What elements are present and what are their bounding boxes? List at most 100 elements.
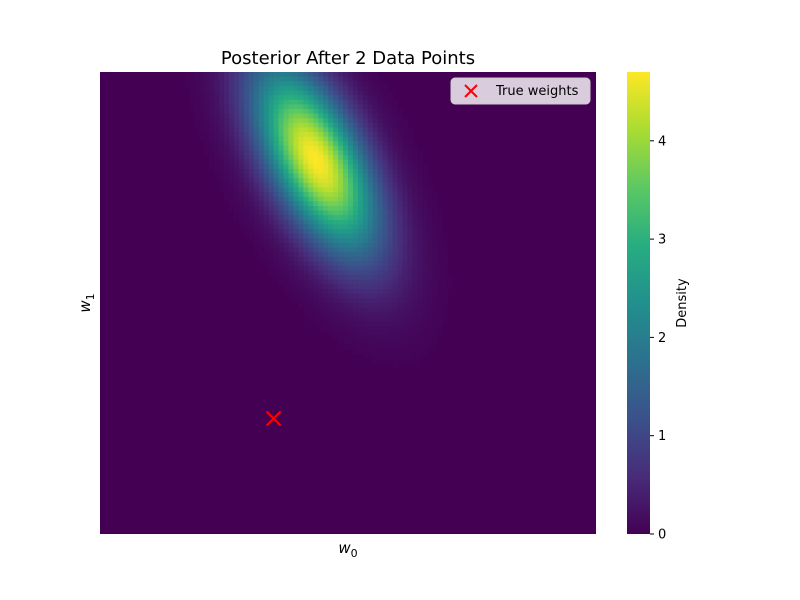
- heatmap-cell: [328, 261, 334, 267]
- x-axis-label-base: w: [338, 539, 351, 557]
- heatmap-cell: [323, 298, 329, 304]
- heatmap-cell: [243, 85, 250, 92]
- heatmap-cell: [397, 330, 404, 336]
- heatmap-cell: [427, 275, 433, 281]
- heatmap-cell: [238, 169, 245, 175]
- heatmap-cell: [298, 215, 304, 221]
- heatmap-cell: [343, 205, 349, 212]
- heatmap-cell: [283, 275, 290, 281]
- heatmap-cell: [362, 238, 369, 244]
- heatmap-cell: [402, 270, 409, 276]
- heatmap-cell: [328, 85, 334, 92]
- heatmap-cell: [253, 118, 260, 124]
- heatmap-cell: [377, 284, 384, 290]
- heatmap-cell: [323, 303, 329, 309]
- heatmap-cell: [367, 289, 374, 295]
- heatmap-cell: [422, 173, 428, 179]
- heatmap-cell: [402, 252, 409, 258]
- heatmap-cell: [427, 261, 433, 267]
- heatmap-cell: [333, 164, 339, 170]
- heatmap-cell: [308, 178, 314, 184]
- heatmap-cell: [288, 90, 295, 96]
- heatmap-cell: [268, 81, 275, 87]
- heatmap-cell: [432, 205, 438, 212]
- heatmap-cell: [338, 104, 344, 110]
- heatmap-cell: [392, 279, 399, 286]
- heatmap-cell: [362, 159, 369, 165]
- heatmap-cell: [308, 215, 314, 221]
- heatmap-cell: [238, 76, 245, 82]
- heatmap-cell: [382, 196, 389, 202]
- heatmap-cells: [184, 72, 453, 369]
- heatmap-cell: [199, 127, 205, 133]
- heatmap-cell: [268, 229, 275, 235]
- heatmap-cell: [224, 90, 230, 96]
- heatmap-cell: [362, 141, 369, 147]
- heatmap-cell: [402, 303, 409, 309]
- heatmap-cell: [338, 256, 344, 263]
- heatmap-cell: [204, 72, 210, 78]
- heatmap-cell: [338, 141, 344, 147]
- heatmap-cell: [308, 95, 314, 101]
- heatmap-cell: [392, 233, 399, 239]
- heatmap-cell: [253, 229, 260, 235]
- heatmap-cell: [362, 321, 369, 327]
- heatmap-cell: [338, 326, 344, 332]
- heatmap-cell: [204, 99, 210, 105]
- heatmap-cell: [293, 196, 299, 202]
- heatmap-cell: [387, 252, 394, 258]
- heatmap-cell: [328, 284, 334, 290]
- heatmap-cell: [283, 266, 290, 272]
- heatmap-cell: [392, 335, 399, 341]
- heatmap-cell: [387, 178, 394, 184]
- heatmap-cell: [357, 247, 364, 253]
- heatmap-cell: [238, 182, 245, 189]
- heatmap-cell: [362, 169, 369, 175]
- heatmap-cell: [219, 155, 225, 161]
- heatmap-cell: [258, 141, 265, 147]
- heatmap-cell: [328, 242, 334, 249]
- heatmap-cell: [377, 233, 384, 239]
- heatmap-cell: [298, 164, 304, 170]
- heatmap-cell: [313, 136, 319, 142]
- heatmap-cell: [382, 182, 389, 189]
- heatmap-cell: [412, 182, 419, 189]
- heatmap-cell: [343, 307, 349, 313]
- heatmap-cell: [357, 145, 364, 152]
- heatmap-cell: [348, 169, 354, 175]
- heatmap-cell: [382, 81, 389, 87]
- heatmap-cell: [422, 330, 428, 336]
- heatmap-cell: [293, 113, 299, 119]
- heatmap-cell: [338, 247, 344, 253]
- heatmap-cell: [273, 173, 280, 179]
- heatmap-cell: [258, 178, 265, 184]
- heatmap-cell: [442, 256, 448, 263]
- heatmap-cell: [219, 178, 225, 184]
- heatmap-cell: [432, 266, 438, 272]
- heatmap-cell: [352, 298, 359, 304]
- heatmap-cell: [372, 85, 379, 92]
- heatmap-cell: [243, 159, 250, 165]
- heatmap-cell: [278, 108, 285, 115]
- heatmap-cell: [377, 316, 384, 323]
- heatmap-cell: [253, 99, 260, 105]
- heatmap-cell: [357, 169, 364, 175]
- heatmap-cell: [328, 270, 334, 276]
- heatmap-cell: [219, 136, 225, 142]
- heatmap-cell: [362, 284, 369, 290]
- heatmap-cell: [348, 210, 354, 216]
- heatmap-cell: [333, 136, 339, 142]
- heatmap-cell: [313, 261, 319, 267]
- heatmap-cell: [308, 224, 314, 230]
- heatmap-cell: [278, 192, 285, 198]
- heatmap-cell: [352, 173, 359, 179]
- heatmap-cell: [318, 275, 324, 281]
- heatmap-cell: [313, 182, 319, 189]
- heatmap-cell: [348, 275, 354, 281]
- heatmap-cell: [357, 187, 364, 193]
- heatmap-cell: [338, 113, 344, 119]
- heatmap-cell: [437, 247, 443, 253]
- heatmap-cell: [397, 335, 404, 341]
- heatmap-cell: [338, 159, 344, 165]
